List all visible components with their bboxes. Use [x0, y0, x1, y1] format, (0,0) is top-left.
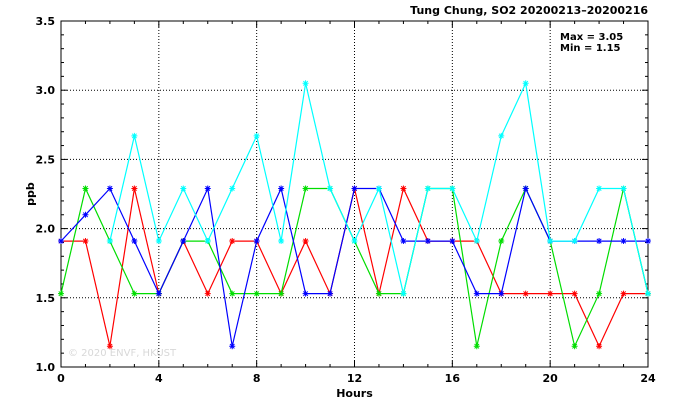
- data-point: [302, 80, 309, 87]
- data-point: [82, 238, 89, 245]
- data-point: [400, 290, 407, 297]
- data-point: [473, 290, 480, 297]
- data-point: [522, 185, 529, 192]
- y-tick-label: 2.5: [36, 153, 56, 166]
- data-point: [498, 290, 505, 297]
- y-tick-label: 3.0: [36, 84, 56, 97]
- data-point: [424, 238, 431, 245]
- x-tick-label: 12: [347, 372, 362, 385]
- data-point: [620, 238, 627, 245]
- data-point: [180, 185, 187, 192]
- data-point: [473, 343, 480, 350]
- data-point: [204, 185, 211, 192]
- y-tick-label: 1.5: [36, 292, 56, 305]
- data-point: [571, 343, 578, 350]
- data-point: [522, 290, 529, 297]
- axis-ticks: 0 4 8 12 16 20 24 1.0 1.5 2.0 2.5 3.0 3.5: [36, 15, 656, 385]
- data-point: [106, 185, 113, 192]
- data-point: [351, 238, 358, 245]
- data-point: [645, 238, 651, 245]
- series-4: [106, 80, 651, 297]
- data-point: [498, 238, 505, 245]
- data-point: [302, 185, 309, 192]
- data-point: [571, 290, 578, 297]
- data-point: [400, 185, 407, 192]
- data-point: [375, 290, 382, 297]
- data-point: [400, 238, 407, 245]
- data-point: [106, 343, 113, 350]
- data-point: [596, 343, 603, 350]
- data-point: [131, 185, 138, 192]
- min-annotation: Min = 1.15: [560, 43, 621, 54]
- data-point: [278, 290, 285, 297]
- series-group: [58, 80, 651, 350]
- data-point: [351, 185, 358, 192]
- data-point: [278, 185, 285, 192]
- data-point: [327, 290, 334, 297]
- x-tick-label: 0: [57, 372, 65, 385]
- data-point: [620, 185, 627, 192]
- data-point: [302, 238, 309, 245]
- data-point: [58, 238, 64, 245]
- data-point: [229, 343, 236, 350]
- data-point: [229, 290, 236, 297]
- data-point: [253, 238, 260, 245]
- data-point: [82, 211, 89, 218]
- y-tick-label: 2.0: [36, 223, 56, 236]
- data-point: [253, 132, 260, 139]
- data-point: [180, 238, 187, 245]
- data-point: [547, 238, 554, 245]
- data-point: [596, 185, 603, 192]
- data-point: [547, 290, 554, 297]
- max-annotation: Max = 3.05: [560, 32, 623, 43]
- data-point: [449, 238, 456, 245]
- data-point: [204, 238, 211, 245]
- data-point: [131, 238, 138, 245]
- data-point: [131, 132, 138, 139]
- data-point: [58, 290, 64, 297]
- data-point: [229, 238, 236, 245]
- watermark-text: © 2020 ENVF, HKUST: [68, 348, 177, 359]
- data-point: [278, 238, 285, 245]
- data-point: [473, 238, 480, 245]
- data-point: [155, 238, 162, 245]
- data-point: [596, 238, 603, 245]
- y-tick-label: 3.5: [36, 15, 56, 28]
- data-point: [131, 290, 138, 297]
- x-tick-label: 8: [253, 372, 261, 385]
- y-tick-label: 1.0: [36, 361, 56, 374]
- data-point: [327, 185, 334, 192]
- data-point: [522, 80, 529, 87]
- data-point: [302, 290, 309, 297]
- data-point: [229, 185, 236, 192]
- x-tick-label: 4: [155, 372, 163, 385]
- data-point: [253, 290, 260, 297]
- grid: [61, 21, 648, 367]
- data-point: [498, 132, 505, 139]
- data-point: [596, 290, 603, 297]
- x-axis-label: Hours: [336, 387, 373, 400]
- chart-title: Tung Chung, SO2 20200213–20200216: [410, 4, 648, 17]
- data-point: [620, 290, 627, 297]
- x-tick-label: 20: [543, 372, 559, 385]
- y-axis-label: ppb: [24, 182, 37, 206]
- data-point: [106, 238, 113, 245]
- data-point: [155, 290, 162, 297]
- data-point: [449, 185, 456, 192]
- data-point: [375, 185, 382, 192]
- data-point: [204, 290, 211, 297]
- x-tick-label: 16: [445, 372, 461, 385]
- x-tick-label: 24: [640, 372, 656, 385]
- data-point: [424, 185, 431, 192]
- data-point: [82, 185, 89, 192]
- data-point: [571, 238, 578, 245]
- data-point: [645, 290, 651, 297]
